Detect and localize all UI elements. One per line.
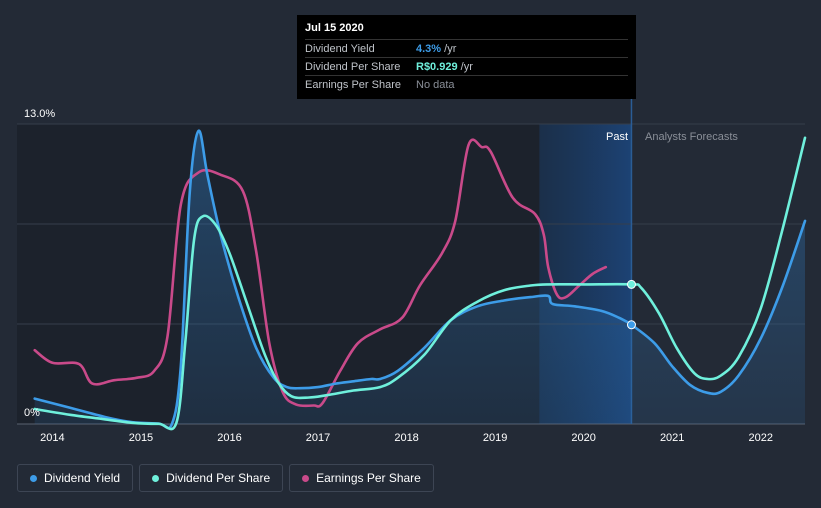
x-tick-label: 2018 [394, 432, 418, 444]
x-tick-label: 2016 [217, 432, 241, 444]
legend-label: Dividend Per Share [166, 471, 271, 485]
tooltip-date: Jul 15 2020 [305, 22, 628, 40]
dividend-yield-area [34, 130, 805, 429]
legend-dot-icon [152, 474, 160, 482]
past-region-label: Past [606, 131, 628, 143]
tooltip-row-earnings-per-share: Earnings Per Share No data [305, 76, 628, 93]
dividend-per-share-marker [626, 279, 636, 289]
tooltip-suffix: /yr [457, 60, 473, 73]
tooltip-suffix: /yr [441, 42, 457, 55]
legend-dot-icon [302, 474, 310, 482]
x-tick-label: 2014 [40, 432, 64, 444]
legend-dividend-yield[interactable]: Dividend Yield [17, 464, 134, 492]
legend: Dividend Yield Dividend Per Share Earnin… [17, 464, 434, 492]
analysts-forecasts-label: Analysts Forecasts [645, 131, 738, 143]
x-tick-label: 2019 [483, 432, 507, 444]
tooltip-label: Dividend Per Share [305, 60, 401, 73]
earnings-per-share-line [33, 138, 608, 408]
x-tick-label: 2015 [129, 432, 153, 444]
tooltip: Jul 15 2020 Dividend Yield 4.3% /yr Divi… [297, 15, 636, 99]
dividend-yield-line [33, 129, 807, 430]
x-tick-label: 2017 [306, 432, 330, 444]
legend-label: Dividend Yield [44, 471, 121, 485]
legend-earnings-per-share[interactable]: Earnings Per Share [289, 464, 434, 492]
x-tick-label: 2022 [748, 432, 772, 444]
y-axis-min-label: 0% [24, 407, 40, 419]
y-axis-max-label: 13.0% [24, 108, 55, 120]
tooltip-row-dividend-yield: Dividend Yield 4.3% /yr [305, 40, 628, 58]
dividend-per-share-line [33, 136, 807, 431]
dividend-yield-marker [626, 320, 636, 330]
legend-dividend-per-share[interactable]: Dividend Per Share [139, 464, 284, 492]
x-tick-label: 2020 [571, 432, 595, 444]
tooltip-value: No data [416, 78, 455, 91]
legend-label: Earnings Per Share [316, 471, 421, 485]
tooltip-value: R$0.929 [416, 60, 458, 73]
tooltip-label: Earnings Per Share [305, 78, 401, 91]
legend-dot-icon [30, 474, 37, 482]
x-tick-label: 2021 [660, 432, 684, 444]
tooltip-label: Dividend Yield [305, 42, 375, 55]
tooltip-row-dividend-per-share: Dividend Per Share R$0.929 /yr [305, 58, 628, 76]
tooltip-value: 4.3% [416, 42, 442, 55]
